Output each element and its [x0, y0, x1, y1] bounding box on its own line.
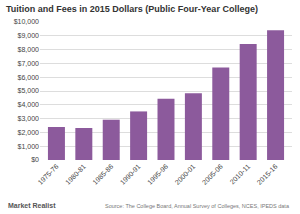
svg-text:$9,000: $9,000 [18, 32, 40, 39]
svg-text:Tuition and Fees in 2015 Dolla: Tuition and Fees in 2015 Dollars (Public… [6, 4, 258, 14]
svg-text:1975-76: 1975-76 [36, 163, 59, 186]
svg-text:$1,000: $1,000 [18, 143, 40, 150]
svg-text:$7,000: $7,000 [18, 60, 40, 67]
svg-text:$0: $0 [31, 156, 39, 163]
svg-text:Source: The College Board, Ann: Source: The College Board, Annual Survey… [105, 203, 290, 209]
svg-text:1990-91: 1990-91 [119, 163, 142, 186]
svg-text:2005-06: 2005-06 [201, 163, 224, 186]
svg-text:$3,000: $3,000 [18, 115, 40, 122]
svg-text:2015-16: 2015-16 [256, 163, 279, 186]
svg-text:1995-96: 1995-96 [146, 163, 169, 186]
svg-text:2010-11: 2010-11 [229, 163, 252, 186]
svg-text:1980-81: 1980-81 [64, 163, 87, 186]
svg-text:Market Realist: Market Realist [8, 202, 56, 209]
svg-text:$10,000: $10,000 [14, 18, 39, 25]
svg-text:$4,000: $4,000 [18, 101, 40, 108]
svg-text:$5,000: $5,000 [18, 87, 40, 94]
svg-text:$2,000: $2,000 [18, 129, 40, 136]
svg-text:$8,000: $8,000 [18, 46, 40, 53]
svg-text:$6,000: $6,000 [18, 74, 40, 81]
svg-text:1985-86: 1985-86 [91, 163, 114, 186]
svg-text:2000-01: 2000-01 [173, 163, 196, 186]
